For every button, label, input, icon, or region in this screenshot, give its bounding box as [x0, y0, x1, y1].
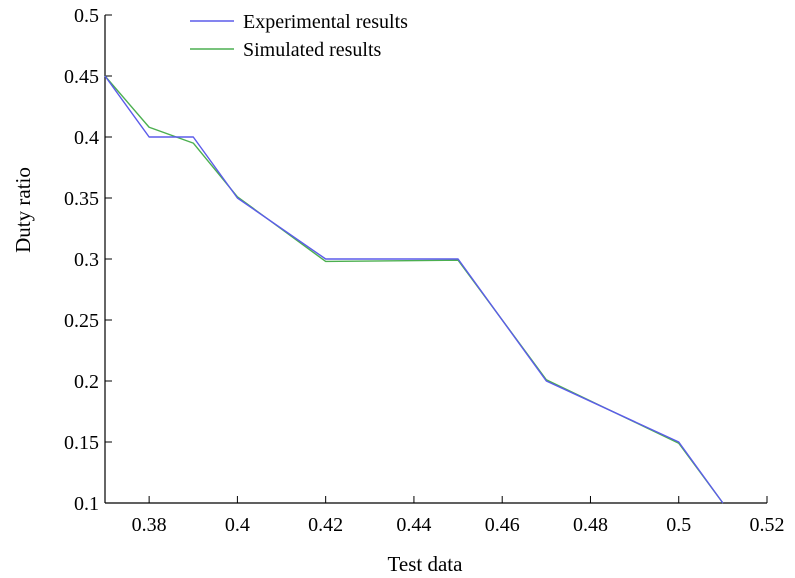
y-tick-label: 0.15: [64, 432, 99, 454]
y-tick-label: 0.45: [64, 66, 99, 88]
series-line-simulated-results: [104, 75, 724, 504]
y-tick-label: 0.25: [64, 310, 99, 332]
legend: Experimental results Simulated results: [190, 11, 408, 61]
x-tick-label: 0.44: [396, 514, 431, 536]
y-tick-label: 0.5: [74, 5, 99, 27]
y-tick-label: 0.1: [74, 493, 99, 515]
legend-label: Simulated results: [243, 39, 382, 61]
y-tick-label: 0.2: [74, 371, 99, 393]
series-line-experimental-results: [104, 75, 724, 504]
x-tick-label: 0.46: [485, 514, 520, 536]
y-axis-ticks: 0.1 0.15 0.2 0.25 0.3 0.35 0.4 0.45 0.5: [64, 5, 112, 515]
x-axis-ticks: 0.38 0.4 0.42 0.44 0.46 0.48 0.5 0.52: [132, 496, 785, 536]
y-tick-label: 0.35: [64, 188, 99, 210]
series-lines: [104, 75, 724, 504]
x-tick-label: 0.4: [225, 514, 250, 536]
legend-label: Experimental results: [243, 11, 408, 33]
y-axis-title: Duty ratio: [11, 167, 35, 253]
x-tick-label: 0.42: [308, 514, 343, 536]
x-tick-label: 0.5: [666, 514, 691, 536]
y-tick-label: 0.3: [74, 249, 99, 271]
x-tick-label: 0.52: [750, 514, 785, 536]
y-tick-label: 0.4: [74, 127, 99, 149]
x-tick-label: 0.38: [132, 514, 167, 536]
x-axis-title: Test data: [388, 552, 464, 576]
x-tick-label: 0.48: [573, 514, 608, 536]
